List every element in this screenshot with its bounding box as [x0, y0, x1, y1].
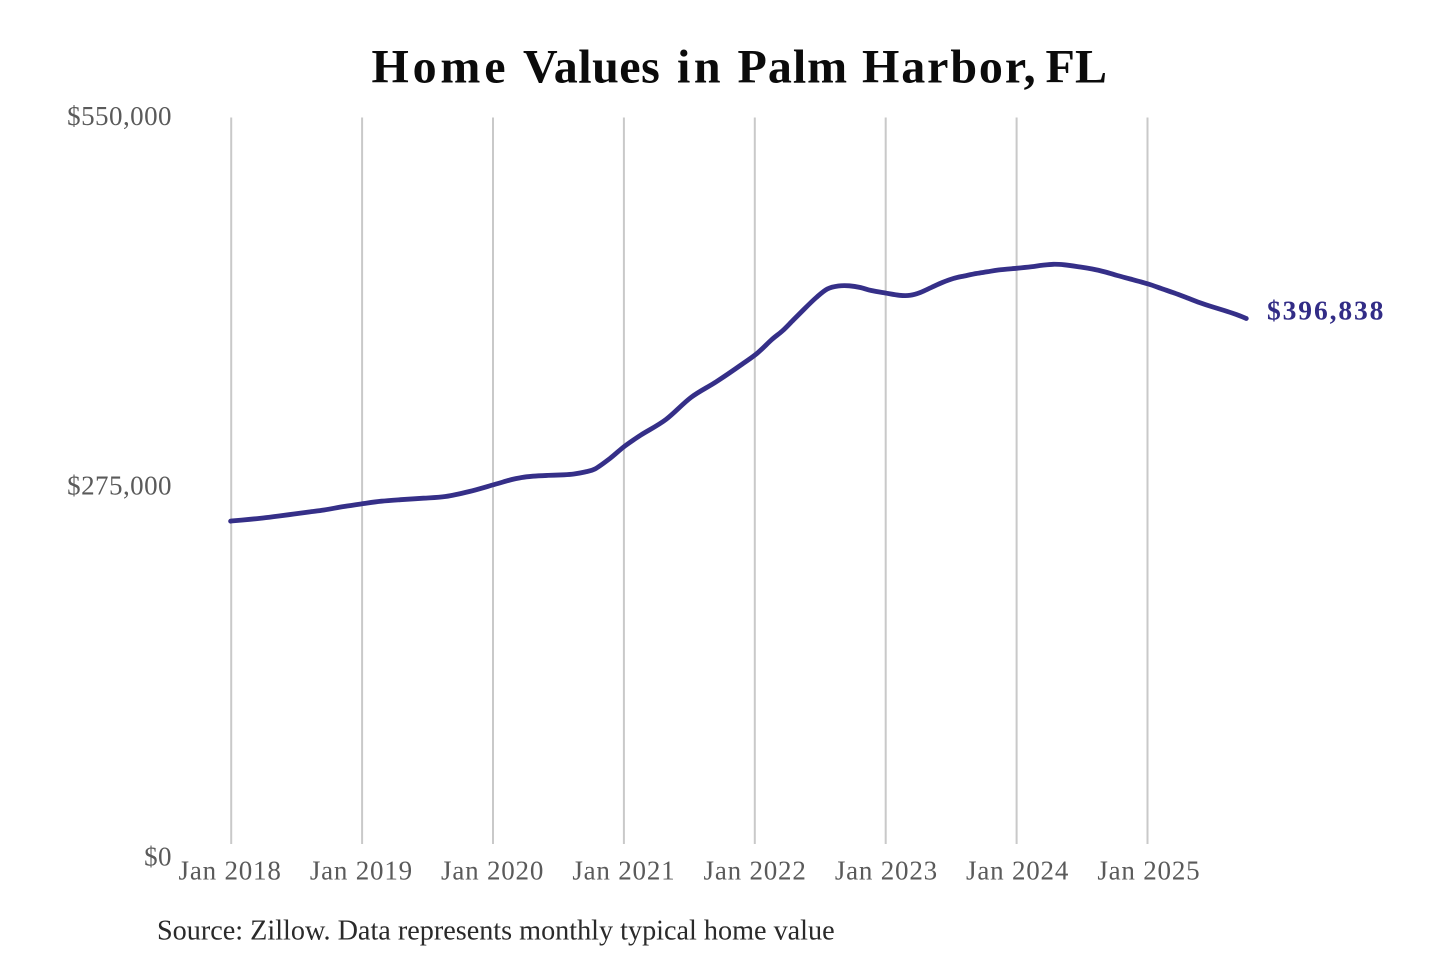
svg-text:$0: $0 — [144, 842, 172, 872]
svg-text:Source: Zillow. Data represent: Source: Zillow. Data represents monthly … — [157, 916, 835, 947]
svg-text:Jan 2018: Jan 2018 — [179, 856, 282, 886]
svg-text:$275,000: $275,000 — [67, 471, 172, 501]
svg-text:Jan 2023: Jan 2023 — [835, 856, 938, 886]
svg-text:Jan 2025: Jan 2025 — [1097, 856, 1200, 886]
svg-text:Jan 2024: Jan 2024 — [966, 856, 1069, 886]
svg-text:Home: Home — [372, 41, 510, 94]
svg-text:Harbor,: Harbor, — [862, 41, 1038, 94]
svg-text:Jan 2022: Jan 2022 — [704, 856, 807, 886]
svg-text:Values: Values — [523, 41, 660, 94]
svg-text:Palm: Palm — [738, 41, 849, 94]
svg-text:$396,838: $396,838 — [1267, 294, 1385, 325]
svg-text:Jan 2021: Jan 2021 — [572, 856, 675, 886]
svg-text:Jan 2020: Jan 2020 — [441, 856, 544, 886]
svg-text:Jan 2019: Jan 2019 — [310, 856, 413, 886]
svg-text:in: in — [677, 41, 724, 94]
svg-text:FL: FL — [1046, 41, 1108, 94]
svg-text:$550,000: $550,000 — [67, 101, 172, 131]
